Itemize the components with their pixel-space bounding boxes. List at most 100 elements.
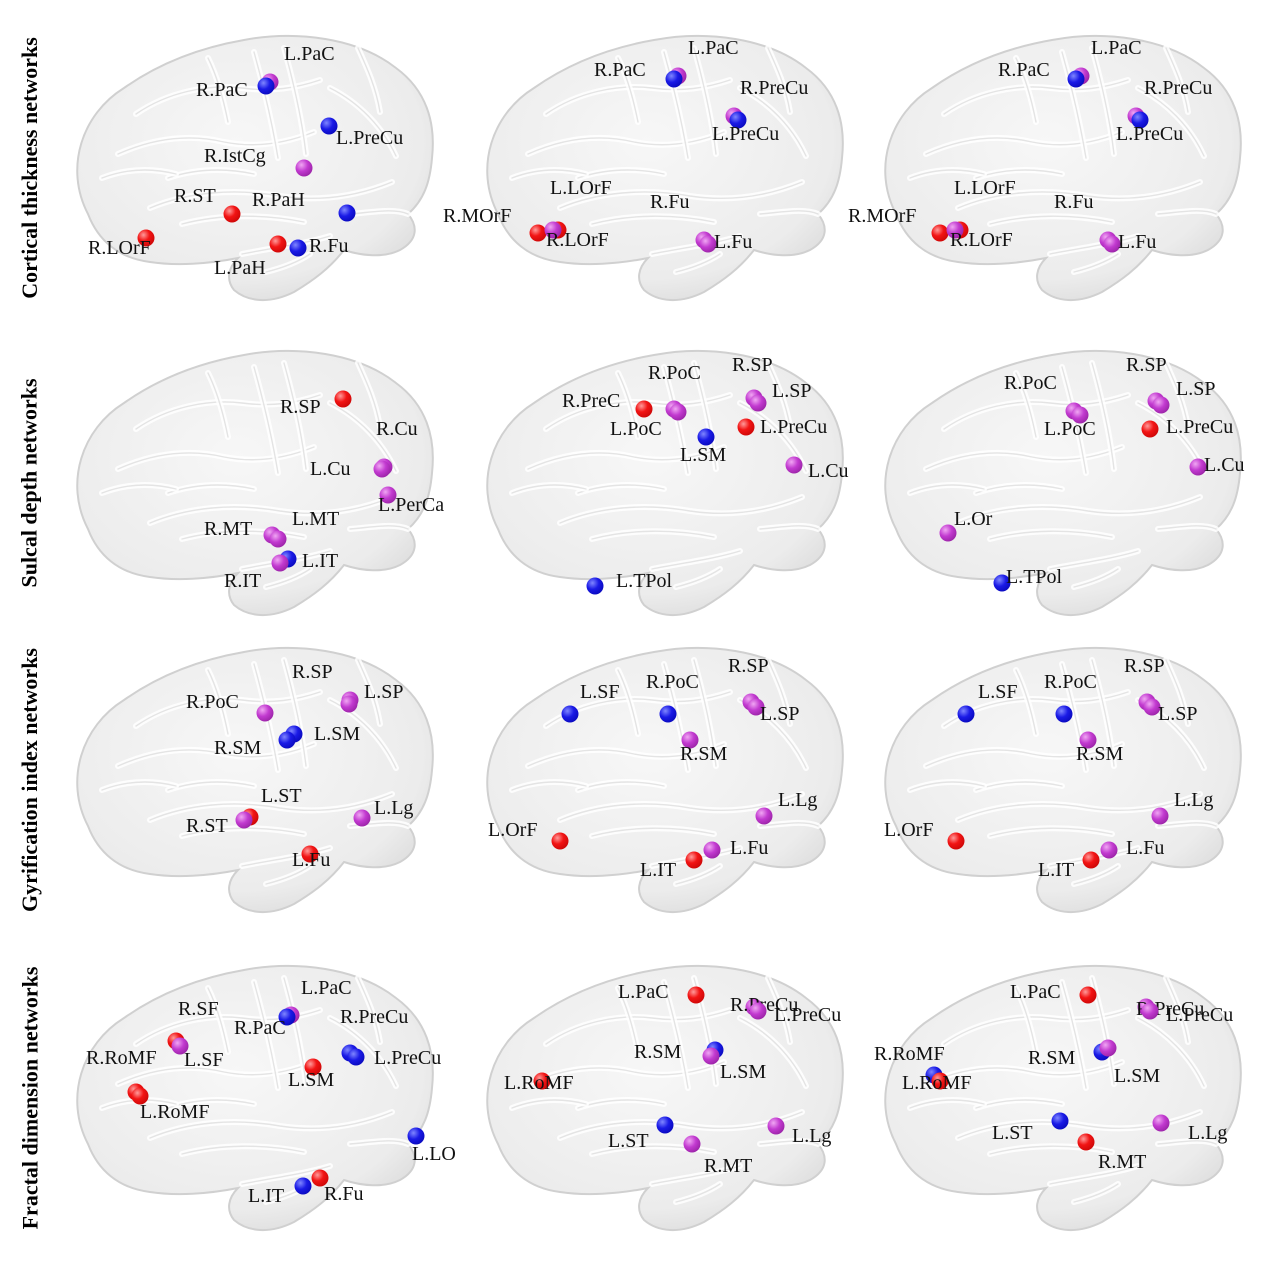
node-label: L.OrF	[488, 819, 538, 841]
node-marker	[1079, 986, 1097, 1004]
node-marker	[685, 851, 703, 869]
node-marker	[1103, 235, 1121, 253]
node-marker	[561, 705, 579, 723]
row-label: Sulcal depth networks	[0, 333, 60, 633]
node-marker	[1131, 111, 1149, 129]
node-label: R.PreCu	[340, 1006, 409, 1028]
node-marker	[269, 530, 287, 548]
node-label: R.PaC	[234, 1017, 286, 1039]
node-label: R.Fu	[650, 191, 690, 213]
node-label: L.Fu	[1126, 837, 1165, 859]
node-label: L.PreCu	[374, 1047, 442, 1069]
node-label: L.Lg	[792, 1125, 832, 1147]
node-marker	[289, 239, 307, 257]
row-label: Cortical thickness networks	[0, 18, 60, 318]
brain-panel: L.PaC R.PreCu L.PreCu R.RoMF R.SM L.SM L.RoMF L…	[866, 948, 1266, 1248]
node-label: L.PreCu	[1116, 123, 1184, 145]
node-marker	[697, 428, 715, 446]
node-label: R.SM	[214, 737, 262, 759]
node-label: L.PaC	[688, 37, 739, 59]
node-marker	[635, 400, 653, 418]
brain-panel: R.SP R.Cu L.Cu L.PerCa R.MT L.MT L.IT R.IT	[58, 333, 458, 633]
node-marker	[1077, 1133, 1095, 1151]
node-label: R.SM	[680, 743, 728, 765]
node-marker	[347, 1048, 365, 1066]
node-label: L.SP	[364, 681, 404, 703]
brain-panel: R.SP L.SP R.PoC L.SM R.SM L.ST L.Lg R.ST L.Fu	[58, 630, 458, 930]
node-label: R.SP	[1126, 354, 1167, 376]
node-marker	[1100, 841, 1118, 859]
node-label: R.Cu	[376, 418, 418, 440]
node-marker	[749, 1002, 767, 1020]
node-marker	[1143, 698, 1161, 716]
node-marker	[311, 1169, 329, 1187]
node-marker	[256, 704, 274, 722]
node-label: R.Fu	[324, 1183, 364, 1205]
node-label: R.Fu	[309, 235, 349, 257]
node-label: L.SM	[288, 1069, 335, 1091]
node-marker	[1051, 1112, 1069, 1130]
node-marker	[737, 418, 755, 436]
brain-panel: R.PoC R.SP R.PreC L.SP L.PoC L.PreCu L.SM L.Cu L…	[468, 333, 868, 633]
node-marker	[1151, 807, 1169, 825]
node-marker	[1141, 420, 1159, 438]
node-label: L.PoC	[1044, 418, 1096, 440]
node-marker	[749, 394, 767, 412]
brain-surface-icon	[486, 349, 844, 617]
node-label: R.PoC	[186, 691, 239, 713]
node-marker	[747, 698, 765, 716]
node-marker	[131, 1087, 149, 1105]
node-label: L.PoC	[610, 418, 662, 440]
node-marker	[278, 1008, 296, 1026]
row-label-text: Fractal dimension networks	[17, 966, 43, 1230]
node-label: L.SM	[720, 1061, 767, 1083]
node-label: L.PaH	[214, 257, 266, 279]
brain-surface-icon	[486, 34, 844, 302]
node-label: L.IT	[302, 550, 339, 572]
node-label: R.SP	[1124, 655, 1165, 677]
node-marker	[656, 1116, 674, 1134]
node-label: L.MT	[292, 508, 340, 530]
node-label: L.Fu	[1118, 231, 1157, 253]
node-marker	[687, 986, 705, 1004]
node-label: R.RoMF	[86, 1047, 157, 1069]
node-marker	[665, 70, 683, 88]
node-label: L.Lg	[1188, 1122, 1228, 1144]
node-marker	[295, 159, 313, 177]
brain-surface-icon	[884, 34, 1242, 302]
node-label: R.LOrF	[88, 237, 151, 259]
node-label: R.SP	[280, 396, 321, 418]
node-marker	[767, 1117, 785, 1135]
brain-surface-icon	[884, 964, 1242, 1232]
node-marker	[957, 705, 975, 723]
node-label: L.PreCu	[760, 416, 828, 438]
node-marker	[171, 1037, 189, 1055]
node-marker	[702, 1047, 720, 1065]
node-label: L.TPol	[616, 570, 673, 592]
node-label: R.PreC	[562, 390, 621, 412]
node-label: L.SM	[680, 444, 727, 466]
node-marker	[1141, 1002, 1159, 1020]
node-marker	[544, 221, 562, 239]
row-label: Gyrification index networks	[0, 630, 60, 930]
brain-panel: L.PaC R.PaC R.PreCu L.PreCu L.LOrF R.MOrF R.LO…	[443, 18, 868, 318]
brain-panel: L.PaC R.PaC L.PreCu R.IstCg R.ST R.PaH R.LOrF L…	[58, 18, 458, 318]
node-marker	[269, 235, 287, 253]
node-label: L.IT	[640, 859, 677, 881]
node-label: R.MT	[204, 518, 253, 540]
node-marker	[729, 111, 747, 129]
node-marker	[1055, 705, 1073, 723]
node-label: R.SP	[732, 354, 773, 376]
node-label: R.MT	[704, 1155, 753, 1177]
row-label-text: Gyrification index networks	[17, 648, 42, 912]
node-label: L.LO	[412, 1143, 456, 1165]
node-label: R.PaC	[998, 59, 1050, 81]
node-marker	[1099, 1039, 1117, 1057]
node-label: R.Fu	[1054, 191, 1094, 213]
node-marker	[271, 554, 289, 572]
node-marker	[931, 1072, 949, 1090]
node-marker	[1189, 458, 1207, 476]
node-marker	[939, 524, 957, 542]
node-label: L.IT	[1038, 859, 1075, 881]
node-label: L.PaC	[301, 977, 352, 999]
